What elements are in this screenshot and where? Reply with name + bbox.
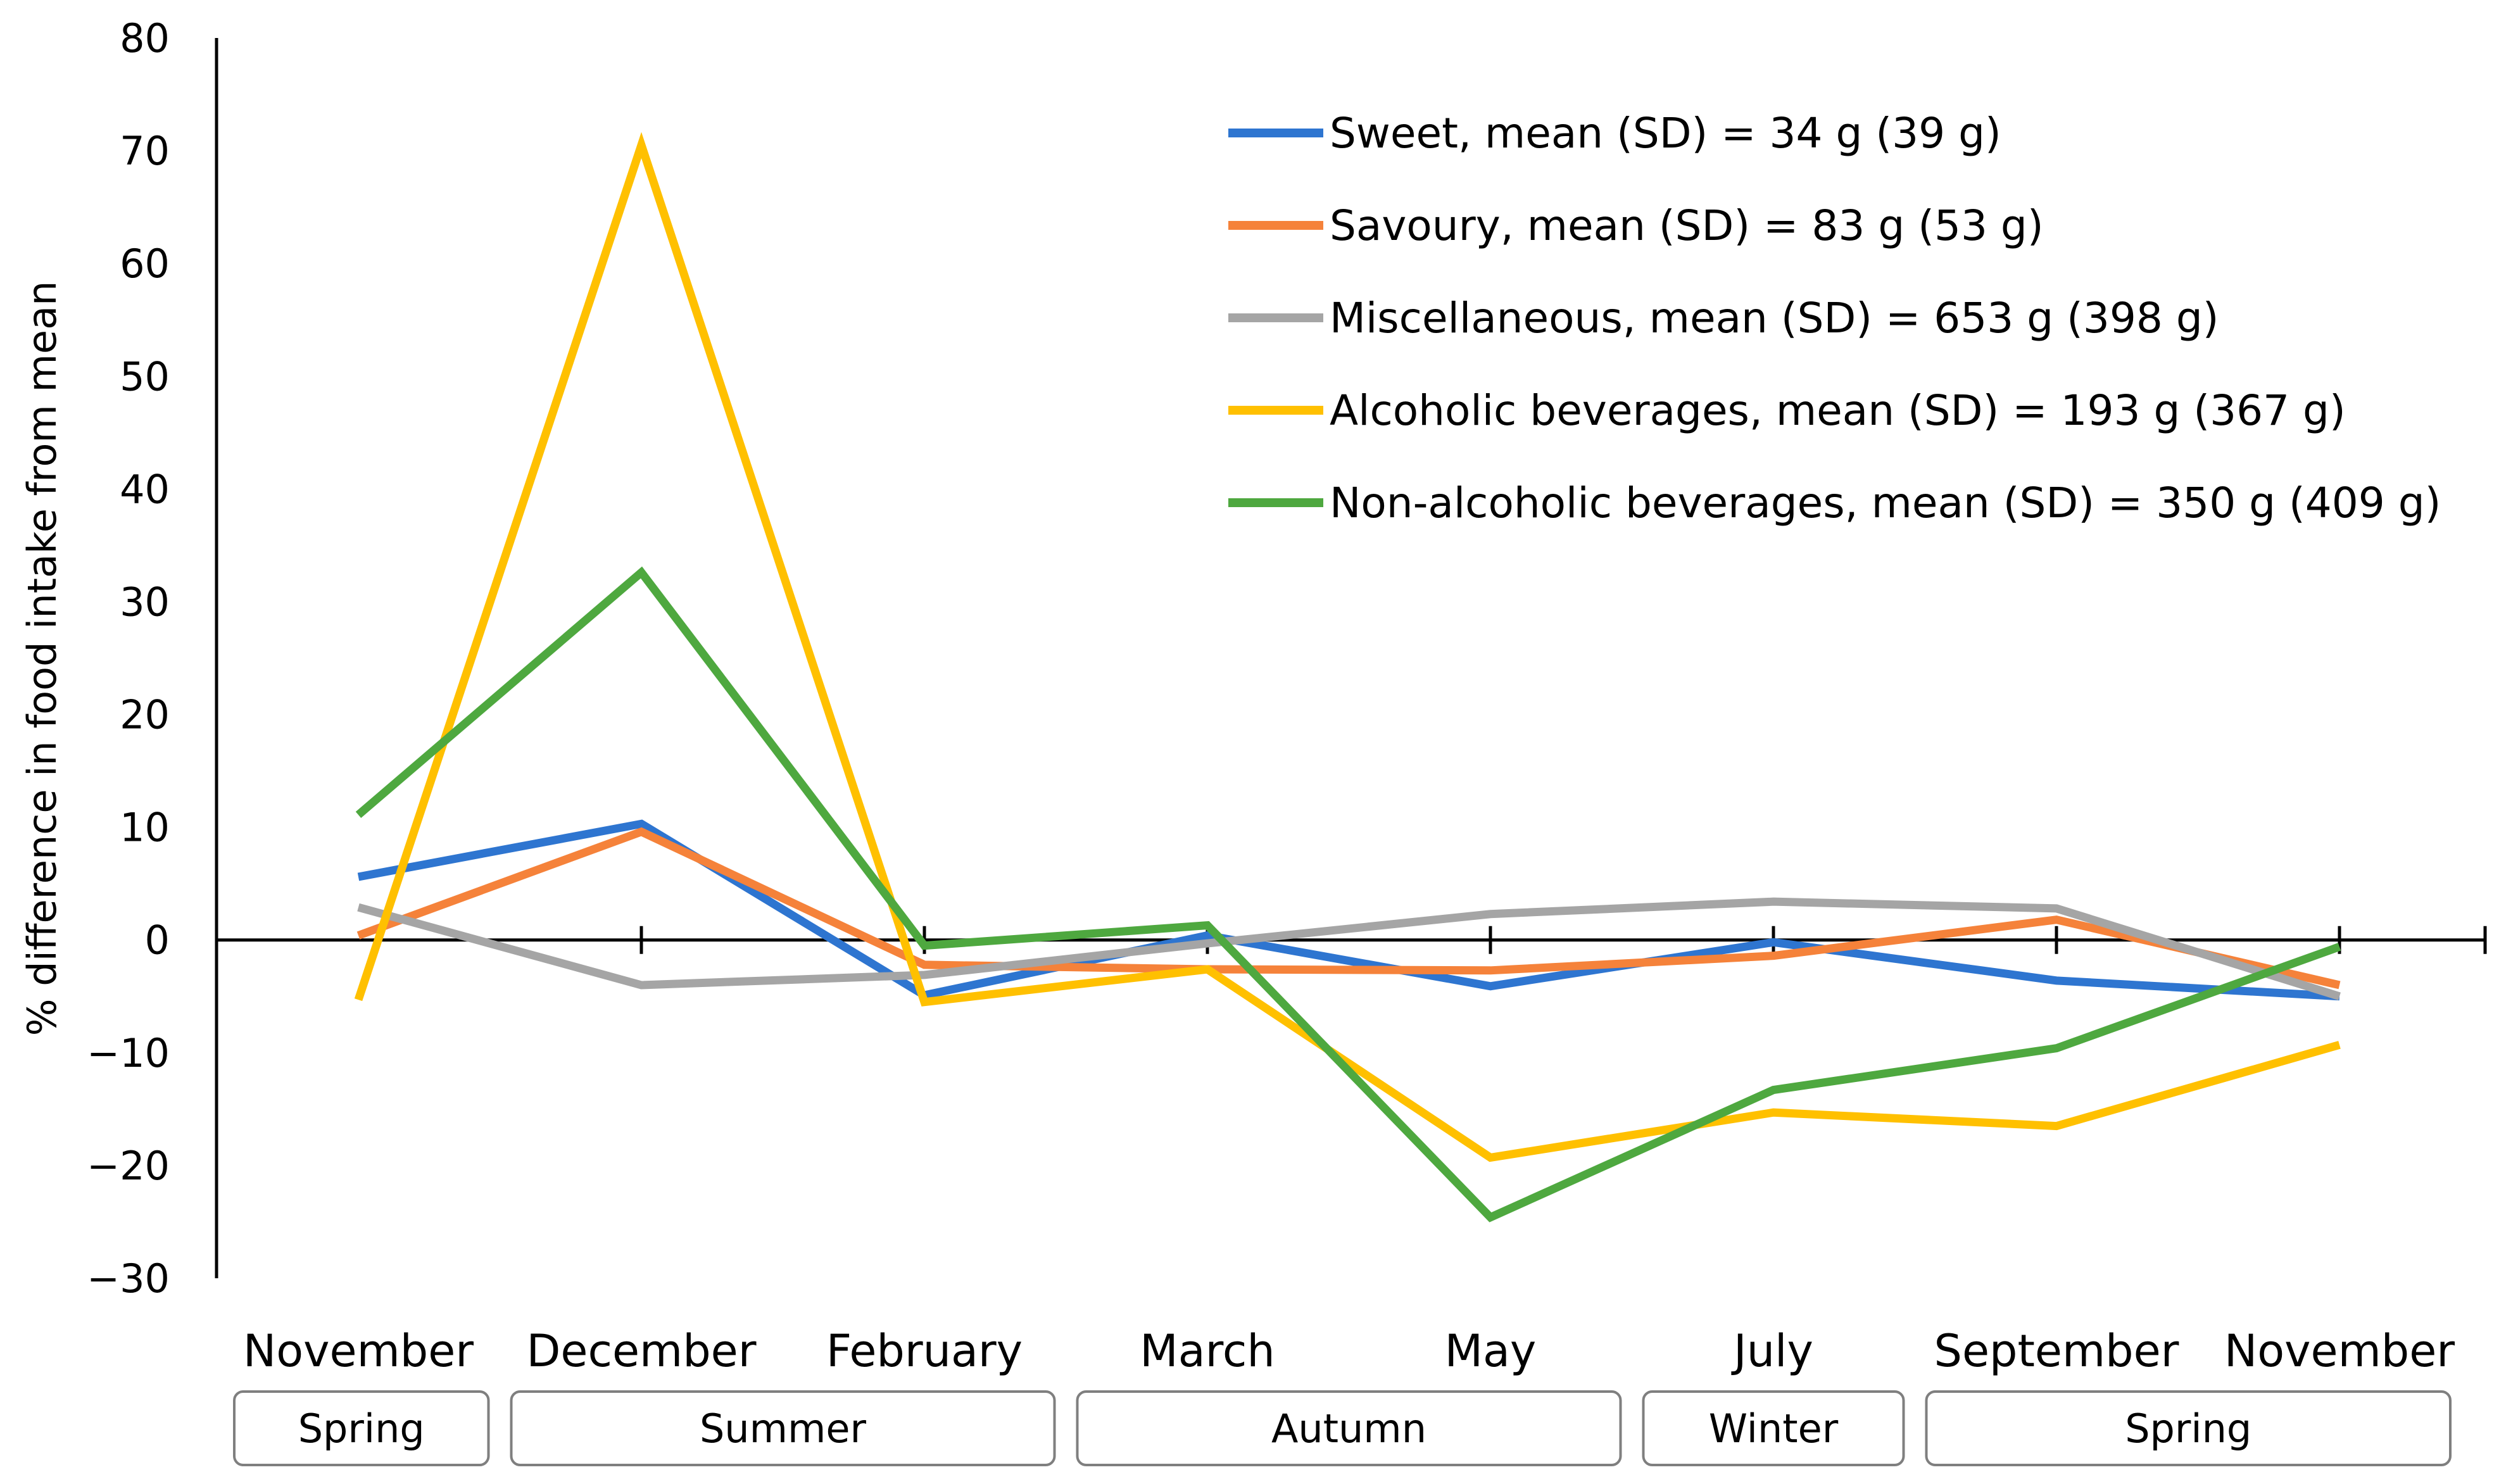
y-tick-label: 20 <box>120 692 170 738</box>
season-boxes: Spring Summer Autumn Winter Spring <box>233 1390 2452 1466</box>
series-line-5 <box>355 566 2341 1223</box>
x-category-label: February <box>826 1325 1023 1377</box>
series-line-4 <box>354 132 2341 1162</box>
season-box <box>233 1390 490 1466</box>
y-axis: 80 70 60 50 40 30 20 10 0 −10 −20 −30 <box>87 15 218 1302</box>
y-tick-label: 80 <box>120 15 170 61</box>
y-tick-label: 40 <box>120 466 170 512</box>
y-tick-label: 70 <box>120 128 170 174</box>
y-tick-label: −10 <box>87 1030 170 1076</box>
legend-label: Non-alcoholic beverages, mean (SD) = 350… <box>1330 479 2441 527</box>
legend-label: Alcoholic beverages, mean (SD) = 193 g (… <box>1330 386 2346 435</box>
x-category-label: November <box>2224 1325 2455 1377</box>
y-axis-label-group: % difference in food intake from mean <box>19 281 65 1036</box>
series-line-2 <box>356 827 2341 990</box>
y-tick-label: 60 <box>120 241 170 287</box>
season-box <box>1925 1390 2452 1466</box>
legend-label: Sweet, mean (SD) = 34 g (39 g) <box>1330 109 2001 158</box>
season-box <box>510 1390 1056 1466</box>
y-tick-label: 0 <box>145 917 170 964</box>
season-label: Spring <box>2125 1405 2251 1452</box>
season-label: Winter <box>1709 1405 1839 1452</box>
season-box <box>1642 1390 1905 1466</box>
x-category-label: March <box>1140 1325 1275 1377</box>
legend: Sweet, mean (SD) = 34 g (39 g) Savoury, m… <box>1228 109 2441 527</box>
season-box <box>1076 1390 1622 1466</box>
series-lines <box>354 132 2341 1223</box>
season-label: Summer <box>700 1405 867 1452</box>
season-label: Spring <box>298 1405 425 1452</box>
x-category-label: May <box>1445 1325 1537 1377</box>
y-tick-label: −30 <box>87 1255 170 1302</box>
legend-label: Miscellaneous, mean (SD) = 653 g (398 g) <box>1330 294 2219 343</box>
y-tick-label: 10 <box>120 805 170 851</box>
y-axis-label: % difference in food intake from mean <box>19 281 65 1036</box>
x-category-label: July <box>1731 1325 1813 1377</box>
y-tick-label: 30 <box>120 579 170 625</box>
month-labels: November December February March May July Sept… <box>243 1325 2455 1377</box>
series-line-3 <box>357 897 2341 1000</box>
y-tick-label: −20 <box>87 1143 170 1189</box>
legend-label: Savoury, mean (SD) = 83 g (53 g) <box>1330 201 2044 250</box>
x-category-label: September <box>1934 1325 2179 1377</box>
y-tick-label: 50 <box>120 353 170 399</box>
x-category-label: December <box>527 1325 757 1377</box>
season-label: Autumn <box>1271 1405 1426 1452</box>
x-category-label: November <box>243 1325 474 1377</box>
